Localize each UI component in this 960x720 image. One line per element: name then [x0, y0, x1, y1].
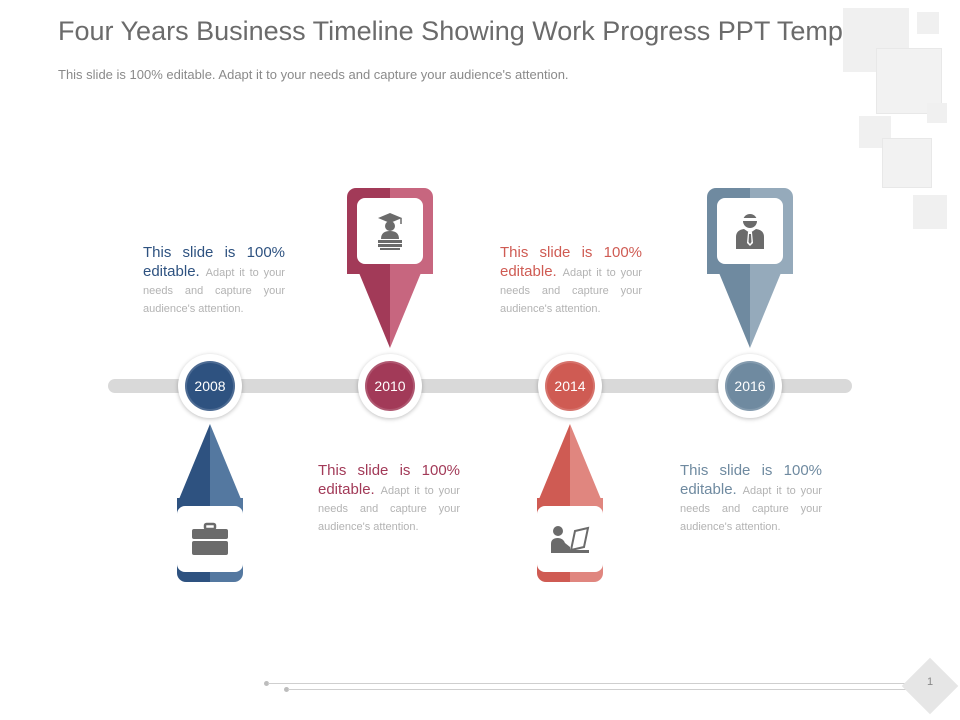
milestone-2014-text: This slide is 100% editable. Adapt it to…: [500, 243, 642, 317]
milestone-2016-pin: [707, 188, 793, 348]
milestone-2016-node: 2016: [718, 354, 782, 418]
text-lead: This slide is 100% editable.: [680, 462, 822, 498]
milestone-2010-text: This slide is 100% editable. Adapt it to…: [318, 461, 460, 535]
text-body: Adapt it to your needs and capture your …: [500, 267, 642, 315]
text-lead: This slide is 100% editable.: [318, 462, 460, 498]
milestone-2014-node: 2014: [538, 354, 602, 418]
businessman-icon: [736, 214, 764, 249]
milestone-2008-node: 2008: [178, 354, 242, 418]
year-label: 2010: [365, 361, 415, 411]
text-body: Adapt it to your needs and capture your …: [143, 267, 285, 315]
milestone-2010-pin: [347, 188, 433, 348]
milestone-2008-text: This slide is 100% editable. Adapt it to…: [143, 243, 285, 317]
text-body: Adapt it to your needs and capture your …: [318, 485, 460, 533]
milestone-2010-node: 2010: [358, 354, 422, 418]
year-label: 2014: [545, 361, 595, 411]
laptop-user-icon: [551, 526, 590, 553]
text-body: Adapt it to your needs and capture your …: [680, 485, 822, 533]
page-number: 1: [926, 676, 934, 688]
year-label: 2008: [185, 361, 235, 411]
slide-subtitle: This slide is 100% editable. Adapt it to…: [58, 67, 569, 82]
graduate-icon: [378, 213, 402, 250]
year-label: 2016: [725, 361, 775, 411]
briefcase-icon: [192, 522, 228, 555]
timeline-track: [108, 379, 852, 393]
text-lead: This slide is 100% editable.: [500, 244, 642, 280]
text-lead: This slide is 100% editable.: [143, 244, 285, 280]
milestone-2008-pin: [167, 424, 253, 584]
slide-title: Four Years Business Timeline Showing Wor…: [58, 16, 887, 46]
milestone-2014-pin: [527, 424, 613, 584]
milestone-2016-text: This slide is 100% editable. Adapt it to…: [680, 461, 822, 535]
